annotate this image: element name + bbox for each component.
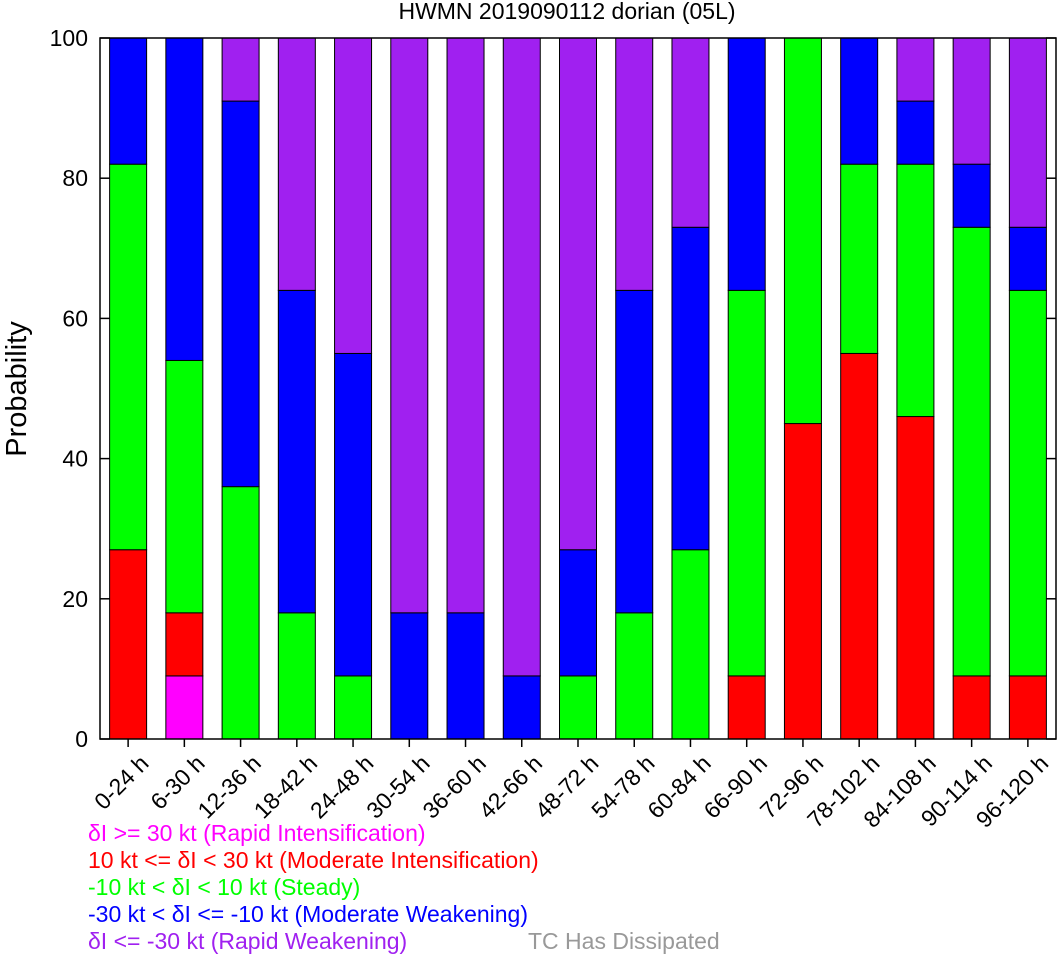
bar-segment (277, 37, 316, 291)
bar-segment (221, 100, 260, 488)
legend-entry: 10 kt <= δI < 30 kt (Moderate Intensific… (88, 847, 539, 873)
bar-segment (840, 352, 879, 740)
bar-segment (221, 486, 260, 740)
bars-group (109, 37, 1047, 740)
legend-entry: -10 kt < δI < 10 kt (Steady) (88, 874, 361, 900)
bar-segment (446, 37, 485, 614)
legend-entry: -30 kt < δI <= -10 kt (Moderate Weakenin… (88, 901, 529, 927)
bar-segment (615, 37, 654, 291)
bar-segment (783, 37, 822, 425)
bar-segment (952, 675, 991, 740)
bar-segment (1008, 675, 1047, 740)
y-axis-label: Probability (1, 321, 33, 457)
ticks-group: 0 20 40 60 80 100 (50, 25, 1056, 752)
bar-segment (221, 37, 260, 102)
bar-segment (952, 37, 991, 165)
bar-segment (165, 37, 204, 361)
bar-segment (727, 289, 766, 677)
bar-segment (334, 37, 373, 354)
legend: δI >= 30 kt (Rapid Intensification) 10 kt… (88, 820, 539, 955)
bar-segment (165, 359, 204, 614)
bar-segment (840, 37, 879, 165)
bar-segment (896, 416, 935, 740)
y-tick-label: 80 (62, 165, 88, 191)
bar-segment (615, 612, 654, 740)
bar-segment (390, 37, 429, 614)
bar-segment (277, 289, 316, 614)
x-tick-label: 0-24 h (89, 750, 154, 815)
y-tick-label: 20 (62, 586, 88, 612)
x-tick-labels-group: 0-24 h6-30 h12-36 h18-42 h24-48 h30-54 h… (89, 739, 1053, 833)
y-tick-label: 40 (62, 446, 88, 472)
y-tick-label: 60 (62, 305, 88, 331)
bar-segment (559, 549, 597, 677)
bar-segment (390, 612, 429, 740)
bar-segment (727, 675, 766, 740)
bar-segment (1008, 289, 1047, 677)
bar-segment (165, 675, 204, 740)
chart-title: HWMN 2019090112 dorian (05L) (398, 0, 735, 24)
bar-segment (671, 226, 710, 551)
bar-segment (277, 612, 316, 740)
legend-entry: δI <= -30 kt (Rapid Weakening) (88, 928, 408, 954)
bar-segment (1008, 226, 1047, 291)
bar-segment (165, 612, 204, 677)
bar-segment (559, 37, 597, 551)
bar-segment (502, 37, 541, 677)
bar-segment (896, 100, 935, 165)
bar-segment (109, 549, 148, 740)
bar-segment (502, 675, 541, 740)
y-tick-label: 100 (50, 25, 88, 51)
y-tick-label: 0 (75, 726, 88, 752)
bar-segment (559, 675, 597, 740)
bar-segment (615, 289, 654, 614)
bar-segment (952, 163, 991, 228)
bar-segment (896, 37, 935, 102)
bar-segment (109, 163, 148, 551)
legend-entry: δI >= 30 kt (Rapid Intensification) (88, 820, 426, 846)
bar-segment (446, 612, 485, 740)
plot-frame (99, 37, 1057, 740)
bar-segment (840, 163, 879, 354)
bar-segment (952, 226, 991, 677)
bar-segment (109, 37, 148, 165)
bar-segment (671, 549, 710, 740)
bar-segment (727, 37, 766, 291)
bar-segment (1008, 37, 1047, 228)
dissipated-label: TC Has Dissipated (528, 928, 720, 954)
bar-segment (671, 37, 710, 228)
bar-segment (896, 163, 935, 418)
bar-segment (334, 352, 373, 677)
bar-segment (783, 423, 822, 740)
bar-segment (334, 675, 373, 740)
